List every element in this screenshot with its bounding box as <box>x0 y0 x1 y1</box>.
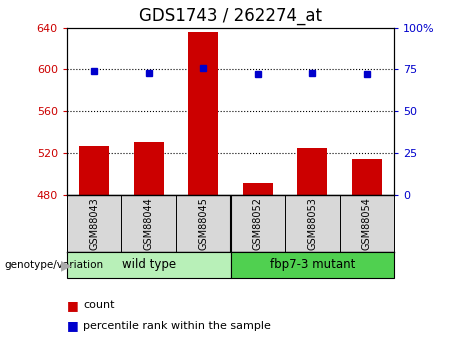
Text: fbp7-3 mutant: fbp7-3 mutant <box>270 258 355 271</box>
Bar <box>297 148 327 195</box>
Text: GSM88044: GSM88044 <box>144 197 154 250</box>
Text: ▶: ▶ <box>61 258 71 272</box>
Bar <box>243 184 273 195</box>
Text: GSM88052: GSM88052 <box>253 197 263 250</box>
Bar <box>134 141 164 195</box>
Bar <box>230 252 394 278</box>
Bar <box>67 252 230 278</box>
Text: GSM88054: GSM88054 <box>362 197 372 250</box>
Text: GSM88053: GSM88053 <box>307 197 317 250</box>
Text: wild type: wild type <box>122 258 176 271</box>
Text: percentile rank within the sample: percentile rank within the sample <box>83 321 271 331</box>
Bar <box>352 159 382 195</box>
Title: GDS1743 / 262274_at: GDS1743 / 262274_at <box>139 7 322 25</box>
Text: ■: ■ <box>67 299 78 312</box>
Text: GSM88043: GSM88043 <box>89 197 99 250</box>
Text: genotype/variation: genotype/variation <box>5 260 104 270</box>
Bar <box>188 32 218 195</box>
Text: count: count <box>83 300 114 310</box>
Text: GSM88045: GSM88045 <box>198 197 208 250</box>
Bar <box>79 146 109 195</box>
Text: ■: ■ <box>67 319 78 333</box>
